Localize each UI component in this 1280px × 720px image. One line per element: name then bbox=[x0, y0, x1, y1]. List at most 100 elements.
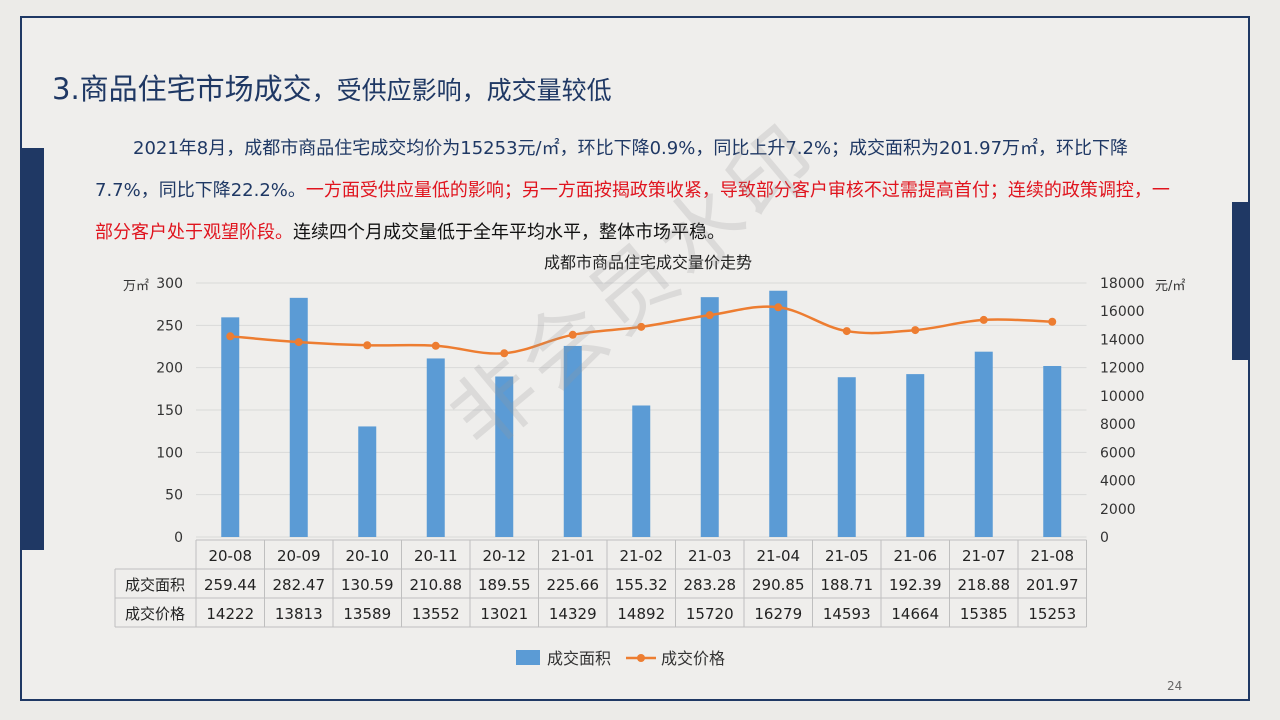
left-axis-tick-label: 300 bbox=[156, 276, 183, 292]
x-tick-label: 20-10 bbox=[345, 547, 389, 565]
table-cell: 259.44 bbox=[204, 576, 257, 594]
left-axis-tick-label: 0 bbox=[174, 530, 183, 546]
table-cell: 218.88 bbox=[958, 576, 1011, 594]
summary-paragraph: 2021年8月，成都市商品住宅成交均价为15253元/㎡，环比下降0.9%，同比… bbox=[95, 128, 1175, 254]
price-point-20-11 bbox=[431, 341, 440, 350]
table-cell: 13813 bbox=[275, 605, 323, 623]
x-tick-label: 21-04 bbox=[756, 547, 800, 565]
legend-label-price: 成交价格 bbox=[661, 649, 725, 668]
bar-21-02 bbox=[632, 405, 651, 537]
legend-swatch-marker bbox=[637, 654, 645, 662]
x-tick-label: 21-03 bbox=[688, 547, 732, 565]
right-axis-tick-label: 0 bbox=[1100, 530, 1109, 546]
bar-21-05 bbox=[837, 377, 856, 537]
x-tick-label: 20-11 bbox=[414, 547, 458, 565]
price-point-21-05 bbox=[842, 327, 851, 336]
x-tick-label: 21-07 bbox=[962, 547, 1006, 565]
bar-20-12 bbox=[495, 376, 514, 537]
slide-title-main: 3.商品住宅市场成交 bbox=[52, 72, 312, 106]
table-cell: 13589 bbox=[343, 605, 391, 623]
left-axis-tick-label: 150 bbox=[156, 403, 183, 419]
table-cell: 282.47 bbox=[273, 576, 326, 594]
right-axis-tick-label: 18000 bbox=[1100, 276, 1145, 292]
right-accent-bar bbox=[1232, 202, 1250, 360]
right-axis-tick-label: 12000 bbox=[1100, 361, 1145, 377]
legend-label-area: 成交面积 bbox=[547, 649, 611, 668]
table-cell: 15720 bbox=[686, 605, 734, 623]
table-cell: 14892 bbox=[617, 605, 665, 623]
right-axis-tick-label: 4000 bbox=[1100, 474, 1136, 490]
table-cell: 14329 bbox=[549, 605, 597, 623]
slide-title-sub: ，受供应影响，成交量较低 bbox=[311, 76, 612, 105]
price-point-21-02 bbox=[637, 322, 646, 331]
x-tick-label: 20-08 bbox=[208, 547, 252, 565]
table-cell: 14593 bbox=[823, 605, 871, 623]
price-point-20-09 bbox=[294, 338, 303, 347]
table-cell: 13552 bbox=[412, 605, 460, 623]
x-tick-label: 21-05 bbox=[825, 547, 869, 565]
left-axis-tick-label: 250 bbox=[156, 318, 183, 334]
right-axis-tick-label: 16000 bbox=[1100, 304, 1145, 320]
x-tick-label: 21-08 bbox=[1030, 547, 1074, 565]
left-accent-bar bbox=[20, 148, 44, 550]
right-axis-tick-label: 10000 bbox=[1100, 389, 1145, 405]
x-tick-label: 21-02 bbox=[619, 547, 663, 565]
bar-21-07 bbox=[974, 351, 993, 537]
table-cell: 14664 bbox=[891, 605, 939, 623]
left-axis-unit: 万㎡ bbox=[123, 279, 149, 294]
bar-21-03 bbox=[700, 297, 719, 537]
table-cell: 201.97 bbox=[1026, 576, 1079, 594]
legend-swatch-bar bbox=[516, 650, 540, 665]
price-point-21-08 bbox=[1048, 317, 1057, 326]
table-cell: 189.55 bbox=[478, 576, 531, 594]
table-cell: 225.66 bbox=[547, 576, 600, 594]
price-point-20-12 bbox=[500, 349, 509, 358]
price-point-21-06 bbox=[911, 326, 920, 335]
table-cell: 130.59 bbox=[341, 576, 394, 594]
price-point-21-03 bbox=[705, 311, 714, 320]
table-cell: 15253 bbox=[1028, 605, 1076, 623]
left-axis-tick-label: 100 bbox=[156, 445, 183, 461]
page-number: 24 bbox=[1167, 679, 1183, 693]
table-cell: 16279 bbox=[754, 605, 802, 623]
table-cell: 210.88 bbox=[410, 576, 463, 594]
price-point-20-08 bbox=[226, 332, 235, 341]
price-point-20-10 bbox=[363, 341, 372, 350]
x-tick-label: 21-01 bbox=[551, 547, 595, 565]
slide-title: 3.商品住宅市场成交，受供应影响，成交量较低 bbox=[52, 66, 612, 108]
table-cell: 13021 bbox=[480, 605, 528, 623]
right-axis-tick-label: 8000 bbox=[1100, 417, 1136, 433]
bar-21-06 bbox=[906, 374, 925, 537]
left-axis-tick-label: 200 bbox=[156, 361, 183, 377]
table-cell: 155.32 bbox=[615, 576, 668, 594]
summary-blue-text: 2021年8月，成都市商品住宅成交均价为15253元/㎡，环比下降0.9%，同比… bbox=[95, 138, 1129, 201]
right-axis-tick-label: 14000 bbox=[1100, 332, 1145, 348]
bar-21-01 bbox=[563, 345, 582, 537]
price-point-21-01 bbox=[568, 330, 577, 339]
right-axis-tick-label: 2000 bbox=[1100, 502, 1136, 518]
bar-20-08 bbox=[221, 317, 240, 537]
right-axis-unit: 元/㎡ bbox=[1155, 279, 1185, 294]
x-tick-label: 20-09 bbox=[277, 547, 321, 565]
bar-21-08 bbox=[1043, 365, 1062, 537]
summary-red-text: 一方面受供应量低的影响；另一方面按揭政策收紧，导致部分客户审核不过需提高首付；连… bbox=[95, 180, 1170, 243]
table-cell: 14222 bbox=[206, 605, 254, 623]
bar-20-10 bbox=[358, 426, 377, 537]
bar-20-11 bbox=[426, 358, 445, 537]
bar-20-09 bbox=[289, 297, 308, 537]
price-point-21-04 bbox=[774, 303, 783, 312]
x-tick-label: 21-06 bbox=[893, 547, 937, 565]
table-cell: 283.28 bbox=[684, 576, 737, 594]
bar-21-04 bbox=[769, 290, 788, 537]
table-cell: 192.39 bbox=[889, 576, 942, 594]
price-point-21-07 bbox=[979, 315, 988, 324]
left-axis-tick-label: 50 bbox=[165, 488, 183, 504]
table-row-label: 成交面积 bbox=[125, 576, 185, 594]
table-cell: 188.71 bbox=[821, 576, 874, 594]
summary-black-text: 连续四个月成交量低于全年平均水平，整体市场平稳。 bbox=[293, 222, 725, 243]
chart-title: 成都市商品住宅成交量价走势 bbox=[544, 253, 752, 272]
x-tick-label: 20-12 bbox=[482, 547, 526, 565]
table-row-label: 成交价格 bbox=[125, 605, 185, 623]
table-cell: 15385 bbox=[960, 605, 1008, 623]
